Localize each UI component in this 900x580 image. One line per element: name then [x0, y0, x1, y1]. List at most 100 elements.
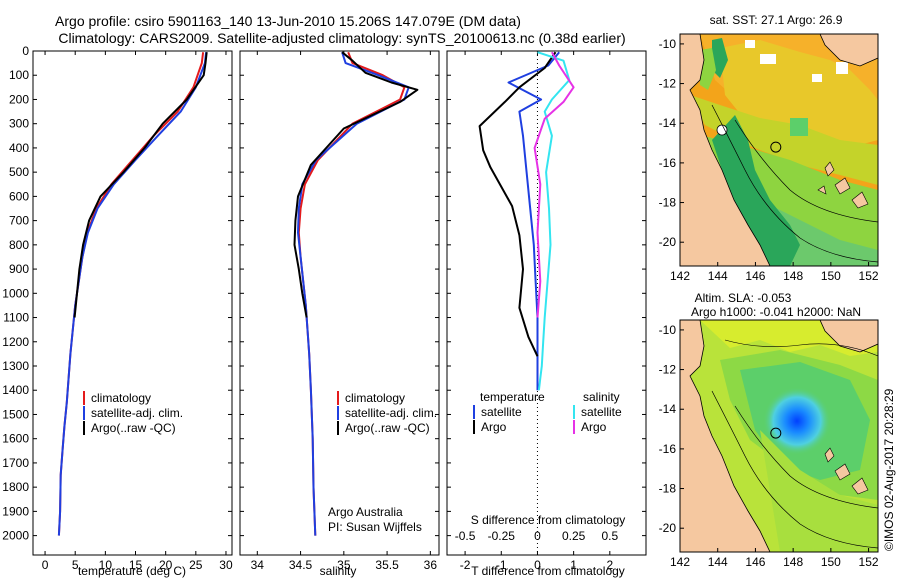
salinity-series: [293, 51, 419, 536]
y-tick-label: 0: [22, 44, 29, 58]
x2-tick-label: 0.25: [562, 529, 586, 543]
x-tick-label: 20: [159, 558, 173, 572]
sla-map: Altim. SLA: -0.053 Argo h1000: -0.041 h2…: [659, 291, 879, 569]
x2-tick-label: 0.5: [601, 529, 618, 543]
y-tick-label: 2000: [2, 529, 29, 543]
salinity-ticks: 34 34.5 35 35.5 36: [240, 50, 439, 572]
y-tick-label: 1400: [2, 383, 29, 397]
header-line1: Argo profile: csiro 5901163_140 13-Jun-2…: [55, 13, 521, 29]
legend-satellite-label: satellite-adj. clim.: [345, 406, 437, 420]
footer-credit: ©IMOS 02-Aug-2017 20:28:29: [882, 388, 896, 551]
series-line-argo-raw-qc-: [293, 51, 419, 318]
y-tick-label: 1600: [2, 432, 29, 446]
x-tick-label: 15: [129, 558, 143, 572]
y-tick-label: 1800: [2, 480, 29, 494]
y-tick-label: -10: [659, 37, 677, 51]
difference-series: [478, 51, 575, 391]
y-tick-label: -14: [659, 402, 677, 416]
y-tick-label: -14: [659, 116, 677, 130]
annotation-pi: PI: Susan Wijffels: [328, 520, 422, 534]
y-tick-label: 900: [9, 262, 29, 276]
series-line-salinity-argo: [533, 51, 575, 318]
temperature-legend: climatology satellite-adj. clim. Argo(..…: [83, 391, 183, 435]
x-tick-label: 0: [534, 558, 541, 572]
temperature-axes-frame: [32, 50, 233, 556]
x-tick-label: 5: [72, 558, 79, 572]
x-tick-label: 34: [251, 558, 265, 572]
sla-map-title-line2: Argo h1000: -0.041 h2000: NaN: [691, 305, 861, 319]
legend-s-satellite-label: satellite: [581, 405, 622, 419]
temperature-panel: 0 5 10 15 20 25 300100200300400500600700800900…: [2, 44, 233, 578]
legend-argo-label: Argo(..raw -QC): [345, 421, 430, 435]
x-tick-label: 2: [606, 558, 613, 572]
salinity-panel: 34 34.5 35 35.5 36 climatology satellite-adj…: [239, 50, 440, 578]
y-tick-label: -10: [659, 323, 677, 337]
x-tick-label: 142: [670, 555, 690, 569]
y-tick-label: 1200: [2, 335, 29, 349]
sst-argo-position-marker: [770, 141, 782, 153]
y-tick-label: 400: [9, 141, 29, 155]
x-tick-label: 144: [708, 555, 728, 569]
y-tick-label: -16: [659, 442, 677, 456]
y-tick-label: 200: [9, 92, 29, 106]
x-tick-label: 150: [821, 555, 841, 569]
series-line-satellite-adj-clim-: [297, 51, 410, 536]
salinity-xlabel: salinity: [320, 564, 357, 578]
sla-map-frame: [679, 319, 879, 553]
legend-t-satellite-label: satellite: [481, 405, 522, 419]
x-tick-label: 144: [708, 269, 728, 283]
y-tick-label: 100: [9, 68, 29, 82]
x-tick-label: 152: [859, 555, 879, 569]
y-tick-label: 1000: [2, 286, 29, 300]
y-tick-label: 1700: [2, 456, 29, 470]
x2-tick-label: -0.25: [488, 529, 516, 543]
salinity-axes-frame: [239, 50, 440, 556]
sst-map: sat. SST: 27.1 Argo: 26.9: [659, 13, 879, 283]
sst-map-title: sat. SST: 27.1 Argo: 26.9: [710, 13, 843, 27]
y-tick-label: -18: [659, 196, 677, 210]
y-tick-label: 1300: [2, 359, 29, 373]
difference-xlabel: T difference from climatology: [471, 564, 625, 578]
temperature-series: [57, 52, 208, 536]
x-tick-label: 146: [745, 555, 765, 569]
y-tick-label: -20: [659, 521, 677, 535]
y-tick-label: 600: [9, 189, 29, 203]
legend-climatology-label: climatology: [91, 391, 151, 405]
y-tick-label: -16: [659, 156, 677, 170]
x-tick-label: 148: [783, 269, 803, 283]
x-tick-label: 30: [219, 558, 233, 572]
annotation-argo-australia: Argo Australia: [328, 505, 403, 519]
legend-satellite-label: satellite-adj. clim.: [91, 406, 183, 420]
x-tick-label: 152: [859, 269, 879, 283]
temperature-xlabel: temperature (deg C): [78, 564, 186, 578]
x-tick-label: 35: [337, 558, 351, 572]
x-tick-label: 142: [670, 269, 690, 283]
legend-t-argo-label: Argo: [481, 420, 507, 434]
sla-map-title-line1: Altim. SLA: -0.053: [695, 291, 792, 305]
x-tick-label: 150: [821, 269, 841, 283]
x-tick-label: 36: [424, 558, 438, 572]
x-tick-label: 10: [99, 558, 113, 572]
y-tick-label: -20: [659, 235, 677, 249]
y-tick-label: 800: [9, 238, 29, 252]
y-tick-label: 700: [9, 214, 29, 228]
difference-x2label: S difference from climatology: [471, 513, 626, 527]
x-tick-label: 1: [570, 558, 577, 572]
y-tick-label: 1100: [3, 311, 29, 325]
legend-climatology-label: climatology: [345, 391, 405, 405]
x-tick-label: 34.5: [289, 558, 313, 572]
salinity-legend: climatology satellite-adj. clim. Argo(..…: [337, 391, 437, 435]
y-tick-label: -18: [659, 482, 677, 496]
y-tick-label: 1500: [2, 407, 29, 421]
y-tick-label: 1900: [2, 504, 29, 518]
x-tick-label: -2: [460, 558, 471, 572]
sst-map-ticks: 142 144 146 148 150 152 -10 -12 -14 -16 -18 -20: [659, 37, 879, 283]
legend-header-salinity: salinity: [583, 390, 620, 404]
x-tick-label: 146: [745, 269, 765, 283]
y-tick-label: 500: [9, 165, 29, 179]
series-line-salinity-satellite: [537, 51, 571, 391]
y-tick-label: -12: [659, 77, 677, 91]
sla-map-ticks: 142 144 146 148 150 152 -10 -12 -14 -16 -18 -20: [659, 323, 879, 569]
